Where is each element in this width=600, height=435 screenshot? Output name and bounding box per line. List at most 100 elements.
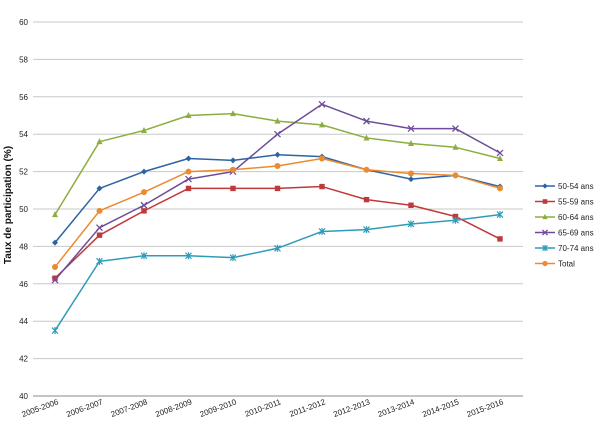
legend-item: 70-74 ans xyxy=(535,244,594,253)
x-tick-labels: 2005-2006 2006-2007 2007-2008 2008-2009 2009… xyxy=(21,397,506,419)
data-point xyxy=(496,211,504,219)
data-point xyxy=(408,202,414,208)
y-tick-label: 52 xyxy=(19,168,28,177)
data-point xyxy=(452,125,459,133)
data-point xyxy=(230,157,236,164)
legend-marker xyxy=(542,199,548,204)
legend-label: 70-74 ans xyxy=(558,244,594,253)
data-point xyxy=(363,134,370,141)
y-tick-label: 56 xyxy=(19,93,28,102)
legend-marker xyxy=(542,260,548,267)
data-point xyxy=(185,252,192,260)
data-point xyxy=(51,327,59,335)
data-point xyxy=(185,168,192,175)
legend-marker xyxy=(541,244,549,252)
data-point xyxy=(141,168,147,175)
legend-item: Total xyxy=(535,260,575,269)
data-point xyxy=(96,257,103,265)
data-point xyxy=(319,155,325,162)
legend-marker xyxy=(541,229,549,236)
data-point xyxy=(452,213,459,220)
series-65-69-ans xyxy=(51,100,504,284)
data-point xyxy=(407,220,415,228)
series-total xyxy=(52,155,503,270)
data-point xyxy=(363,117,370,125)
data-point xyxy=(52,275,58,281)
data-point xyxy=(96,232,103,238)
legend-label: 50-54 ans xyxy=(558,182,594,191)
data-point xyxy=(318,100,326,108)
data-point xyxy=(497,155,503,162)
data-point xyxy=(497,185,503,192)
series-55-59-ans xyxy=(52,183,503,281)
data-point xyxy=(96,138,103,145)
x-tick-label: 2006-2007 xyxy=(65,397,105,419)
data-point xyxy=(274,117,281,124)
x-tick-label: 2014-2015 xyxy=(421,397,461,419)
x-tick-label: 2011-2012 xyxy=(288,397,327,419)
series-70-74-ans xyxy=(51,211,504,335)
series-lines xyxy=(51,100,504,335)
data-point xyxy=(497,236,503,242)
data-point xyxy=(319,183,325,190)
data-point xyxy=(408,176,414,183)
data-point xyxy=(274,162,281,169)
data-point xyxy=(185,175,192,183)
data-point xyxy=(185,112,192,118)
data-point xyxy=(52,239,58,246)
gridlines xyxy=(33,21,523,397)
y-axis-label: Taux de participation (%) xyxy=(3,146,14,264)
x-tick-label: 2008-2009 xyxy=(154,397,194,419)
data-point xyxy=(274,151,281,158)
x-tick-label: 2010-2011 xyxy=(244,397,283,419)
legend-item: 60-64 ans xyxy=(535,213,594,222)
data-point xyxy=(96,185,103,192)
series-60-64-ans xyxy=(52,110,503,218)
data-point xyxy=(452,143,459,150)
series-line xyxy=(54,103,501,281)
data-point xyxy=(452,216,459,224)
data-point xyxy=(363,226,370,234)
y-tick-labels: 40 42 44 46 48 50 52 54 56 58 60 xyxy=(19,18,28,401)
y-tick-label: 46 xyxy=(19,280,28,289)
x-tick-label: 2007-2008 xyxy=(110,397,150,419)
legend-label: 55-59 ans xyxy=(558,198,594,207)
data-point xyxy=(274,130,281,138)
legend-item: 65-69 ans xyxy=(535,229,594,238)
y-tick-label: 42 xyxy=(19,355,28,364)
data-point xyxy=(185,155,192,162)
data-point xyxy=(496,149,504,157)
x-tick-label: 2015-2016 xyxy=(466,397,506,419)
y-tick-label: 44 xyxy=(19,317,28,326)
data-point xyxy=(96,207,103,214)
legend-label: 60-64 ans xyxy=(558,213,594,222)
x-tick-label: 2012-2013 xyxy=(332,397,372,419)
legend-item: 50-54 ans xyxy=(535,182,594,191)
legend: 50-54 ans 55-59 ans 60-64 ans 65-69 ans 70-7… xyxy=(535,182,594,269)
y-tick-label: 60 xyxy=(19,18,28,27)
y-tick-label: 48 xyxy=(19,242,28,251)
data-point xyxy=(229,254,237,262)
y-tick-label: 40 xyxy=(19,392,28,401)
data-point xyxy=(274,185,281,192)
data-point xyxy=(407,125,415,133)
data-point xyxy=(363,166,370,173)
data-point xyxy=(363,196,370,203)
data-point xyxy=(230,166,236,173)
legend-item: 55-59 ans xyxy=(535,198,594,207)
data-point xyxy=(52,211,58,218)
data-point xyxy=(408,140,414,147)
data-point xyxy=(185,185,192,192)
x-tick-label: 2009-2010 xyxy=(199,397,239,419)
data-point xyxy=(230,185,236,192)
data-point xyxy=(141,208,147,214)
y-tick-label: 50 xyxy=(19,205,28,214)
series-line xyxy=(54,213,501,331)
data-point xyxy=(318,227,326,235)
data-point xyxy=(319,121,325,128)
x-tick-label: 2013-2014 xyxy=(377,397,417,419)
data-point xyxy=(274,244,281,252)
data-point xyxy=(140,201,148,209)
data-point xyxy=(51,276,59,284)
